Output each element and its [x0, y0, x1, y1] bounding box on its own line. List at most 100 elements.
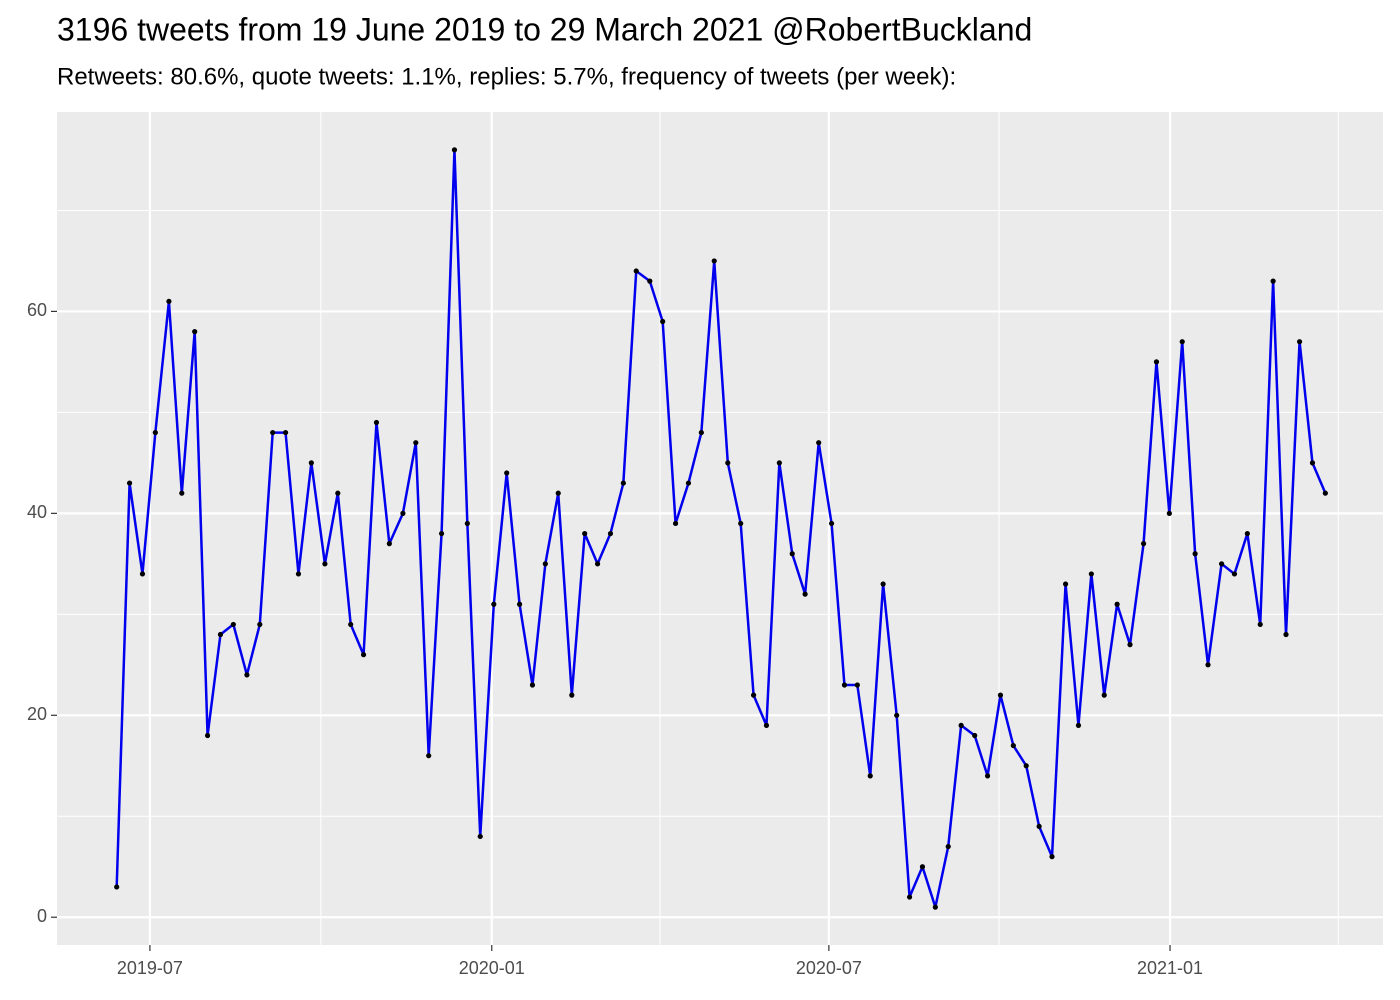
data-point	[647, 278, 653, 284]
data-point	[1322, 490, 1328, 496]
data-line	[115, 148, 1327, 909]
data-point	[672, 520, 679, 527]
data-point	[1244, 530, 1250, 537]
data-point	[477, 833, 483, 840]
data-point	[698, 429, 704, 436]
data-point	[738, 520, 744, 527]
data-point	[413, 440, 419, 446]
x-tick-label: 2021-01	[1137, 958, 1203, 978]
data-point	[958, 722, 964, 728]
data-point	[1088, 571, 1094, 577]
data-point	[1296, 339, 1303, 345]
data-point	[1101, 692, 1107, 698]
data-point	[932, 904, 938, 910]
data-point	[1231, 571, 1238, 577]
data-point	[491, 601, 497, 607]
data-point	[1257, 621, 1263, 628]
data-point	[1023, 763, 1029, 769]
data-point	[126, 480, 133, 486]
data-point	[295, 571, 302, 577]
data-point	[282, 429, 289, 436]
data-point	[906, 894, 913, 900]
data-point	[854, 682, 860, 688]
data-point	[308, 460, 314, 466]
data-point	[192, 329, 198, 335]
data-point	[1166, 510, 1172, 516]
data-point	[400, 510, 406, 516]
data-point	[179, 490, 185, 496]
data-point	[633, 268, 639, 274]
data-point	[166, 298, 172, 304]
data-point	[945, 843, 951, 850]
x-tick-label: 2020-07	[796, 958, 862, 978]
data-point	[464, 520, 470, 527]
data-point	[1192, 551, 1198, 557]
data-point	[114, 884, 120, 890]
y-tick-label: 60	[27, 300, 47, 320]
data-point	[802, 591, 808, 597]
data-point	[997, 692, 1004, 698]
data-point	[204, 732, 211, 739]
data-point	[230, 621, 236, 628]
data-point	[139, 571, 146, 577]
data-point	[152, 429, 158, 436]
data-point	[1218, 561, 1225, 567]
data-point	[984, 773, 991, 779]
y-tick-label: 20	[27, 704, 47, 724]
data-point	[750, 692, 757, 698]
data-point	[894, 712, 900, 718]
data-point	[1179, 339, 1185, 345]
data-point	[594, 561, 601, 567]
data-point	[542, 561, 548, 567]
data-point	[1283, 631, 1289, 638]
data-point	[660, 318, 666, 325]
chart-subtitle: Retweets: 80.6%, quote tweets: 1.1%, rep…	[57, 63, 956, 90]
data-point	[373, 419, 380, 426]
data-point	[1036, 823, 1042, 829]
data-point	[569, 692, 575, 698]
data-point	[1205, 662, 1211, 668]
data-point	[1075, 722, 1082, 728]
data-point	[1309, 460, 1316, 466]
data-point	[789, 551, 795, 557]
data-point	[972, 732, 978, 739]
data-point	[763, 722, 770, 728]
data-point	[348, 621, 354, 628]
data-point	[711, 258, 717, 264]
data-point	[776, 460, 782, 466]
data-point	[607, 530, 614, 537]
data-point	[1114, 601, 1120, 607]
data-point	[244, 672, 250, 678]
data-point	[529, 682, 536, 688]
data-point	[1127, 642, 1133, 648]
chart-title: 3196 tweets from 19 June 2019 to 29 Marc…	[57, 11, 1032, 47]
data-point	[620, 480, 626, 486]
data-point	[360, 652, 367, 658]
data-point	[257, 621, 263, 628]
data-point	[816, 440, 822, 446]
data-point	[451, 147, 458, 153]
x-tick-label: 2020-01	[459, 958, 525, 978]
data-point	[335, 490, 341, 496]
data-point	[867, 773, 873, 779]
data-point	[582, 530, 588, 537]
data-point	[386, 541, 392, 547]
data-point	[880, 581, 886, 587]
data-point	[1049, 854, 1055, 860]
data-point	[1153, 359, 1160, 365]
data-point	[217, 631, 224, 638]
data-point	[919, 864, 926, 870]
data-point	[438, 530, 445, 537]
plot-panel	[57, 112, 1383, 945]
data-point	[725, 460, 731, 466]
data-point	[841, 682, 848, 688]
data-point	[1140, 541, 1147, 547]
data-point	[685, 480, 692, 486]
x-tick-label: 2019-07	[117, 958, 183, 978]
y-tick-label: 0	[37, 906, 47, 926]
data-point	[1062, 581, 1069, 587]
data-point	[828, 520, 835, 527]
data-point	[1010, 742, 1016, 749]
data-point	[322, 561, 328, 567]
